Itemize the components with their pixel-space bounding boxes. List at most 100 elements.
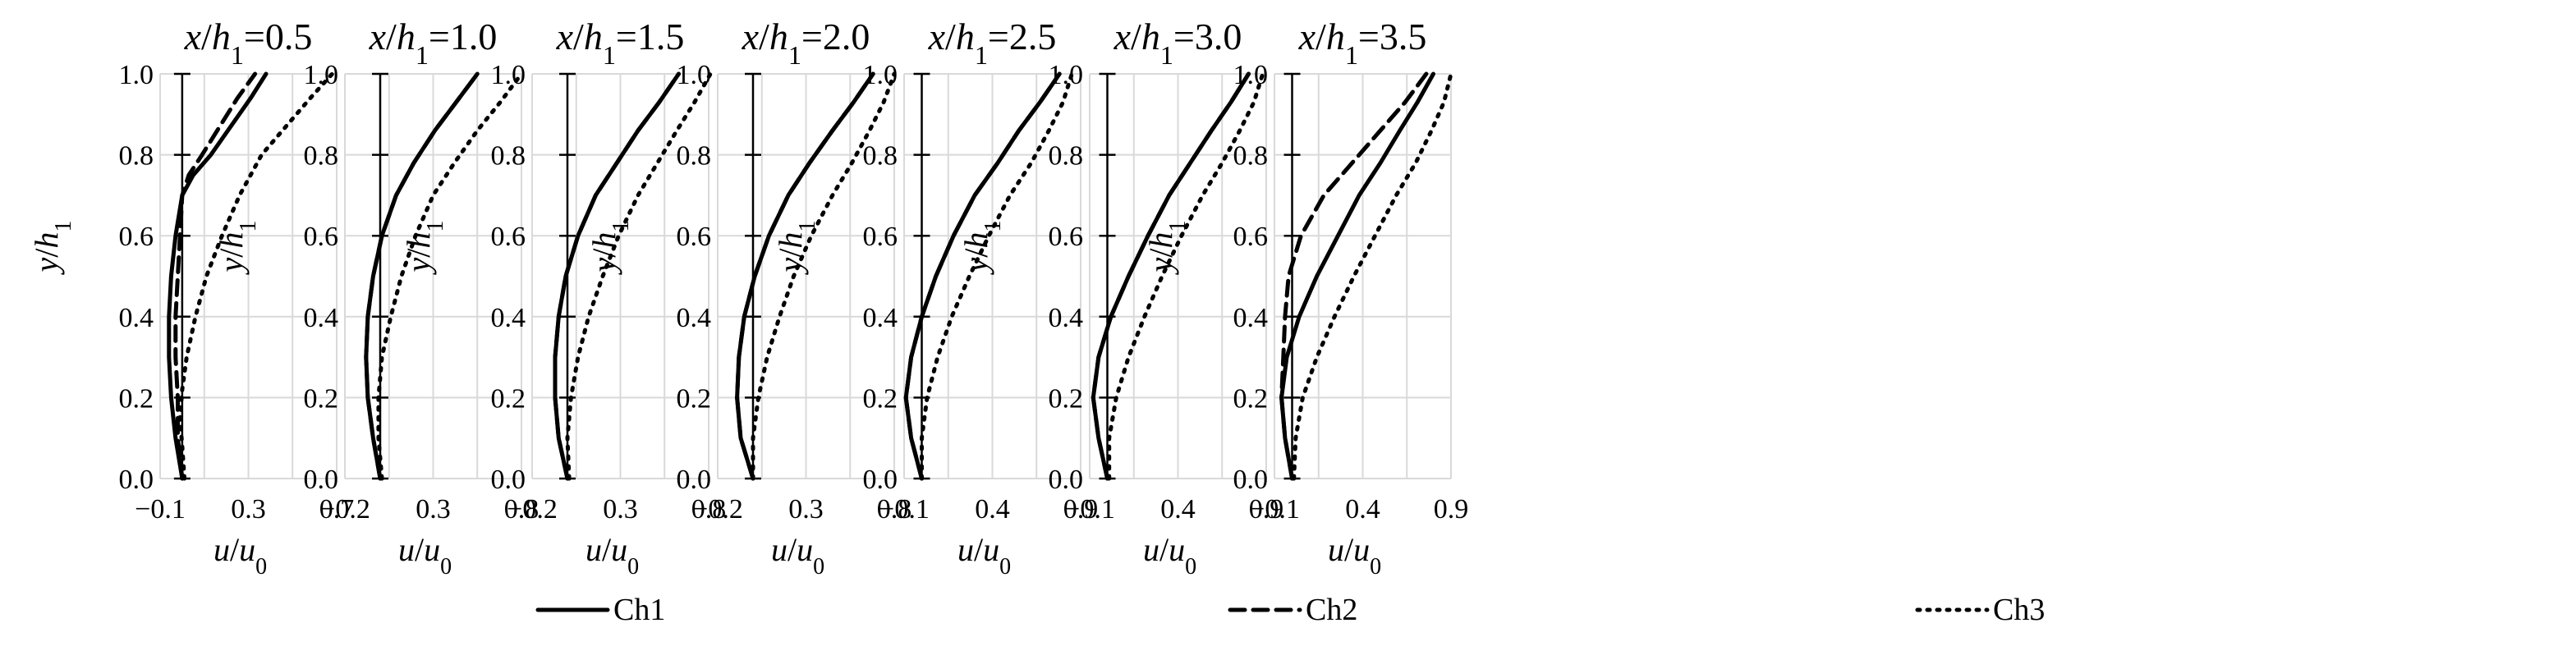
y-tick-label: 0.8 xyxy=(491,141,526,172)
panel-2: 0.0 0.2 0.4 0.6 0.8 1.0 −0.2 0.3 0.8 x/h1=1.0 u/u0… xyxy=(213,16,539,580)
y-tick-label: 0.0 xyxy=(677,465,712,495)
x-tick-label: −0.2 xyxy=(319,494,370,525)
panel-title: x/h1=3.0 xyxy=(1114,16,1242,70)
series-ch1 xyxy=(167,71,269,481)
series-ch2 xyxy=(364,71,480,481)
legend-item-ch2: Ch2 xyxy=(1228,593,1357,627)
y-tick-label: 0.2 xyxy=(677,383,712,414)
y-tick-label: 0.0 xyxy=(1233,465,1269,495)
legend-label: Ch2 xyxy=(1306,593,1357,627)
panel-title: x/h1=3.5 xyxy=(1298,16,1427,70)
y-tick-label: 0.8 xyxy=(1233,141,1269,172)
y-tick-label: 1.0 xyxy=(304,60,339,90)
y-axis-label: y/h1 xyxy=(400,221,448,276)
panel-6: 0.0 0.2 0.4 0.6 0.8 1.0 −0.1 0.4 0.9 x/h1=3.0 u/u0… xyxy=(957,16,1283,580)
y-tick-label: 1.0 xyxy=(1049,60,1084,90)
legend-label: Ch1 xyxy=(613,593,665,627)
x-tick-label: 0.3 xyxy=(416,494,451,525)
series-ch2 xyxy=(1279,71,1429,481)
y-tick-label: 0.4 xyxy=(304,303,339,333)
panel-3: 0.0 0.2 0.4 0.6 0.8 1.0 −0.2 0.3 0.8 x/h1=1.5 u/u0… xyxy=(400,16,726,580)
series-ch1 xyxy=(553,71,681,481)
x-axis-label: u/u0 xyxy=(214,531,267,580)
panels: 0.0 0.2 0.4 0.6 0.8 1.0 −0.1 0.3 0.7 x/h1=0.5 u/u0… xyxy=(28,16,1468,580)
y-tick-label: 0.4 xyxy=(119,303,154,333)
x-tick-label: 0.3 xyxy=(231,494,266,525)
x-axis-label: u/u0 xyxy=(1143,531,1196,580)
series-ch2 xyxy=(735,71,875,481)
y-tick-label: 1.0 xyxy=(1233,60,1269,90)
y-tick-label: 0.2 xyxy=(491,383,526,414)
y-axis-label: y/h1 xyxy=(213,221,261,276)
y-tick-label: 0.6 xyxy=(304,222,339,252)
x-tick-label: −0.1 xyxy=(1064,494,1115,525)
y-tick-label: 1.0 xyxy=(677,60,712,90)
y-tick-label: 1.0 xyxy=(863,60,898,90)
x-tick-label: 0.9 xyxy=(1063,494,1099,525)
y-tick-label: 0.4 xyxy=(1049,303,1084,333)
y-axis-label: y/h1 xyxy=(957,221,1006,276)
x-tick-label: 0.3 xyxy=(603,494,638,525)
panel-4: 0.0 0.2 0.4 0.6 0.8 1.0 −0.2 0.3 0.8 x/h1=2.0 u/u0… xyxy=(585,16,911,580)
y-tick-label: 0.4 xyxy=(491,303,526,333)
series-ch2 xyxy=(553,71,681,481)
y-tick-label: 0.6 xyxy=(491,222,526,252)
y-tick-label: 0.0 xyxy=(863,465,898,495)
panel-title: x/h1=1.0 xyxy=(369,16,498,70)
x-tick-label: 0.4 xyxy=(975,494,1010,525)
y-axis-label: y/h1 xyxy=(1142,221,1191,276)
series-ch3 xyxy=(565,71,713,481)
series-ch3 xyxy=(1107,71,1265,481)
series-ch3 xyxy=(177,71,335,481)
series-ch1 xyxy=(1091,71,1251,481)
legend-item-ch3: Ch3 xyxy=(1915,593,2045,627)
x-tick-label: −0.1 xyxy=(1249,494,1300,525)
y-tick-label: 0.4 xyxy=(863,303,898,333)
x-axis-label: u/u0 xyxy=(398,531,452,580)
y-axis-label: y/h1 xyxy=(28,221,76,276)
x-tick-label: 0.8 xyxy=(877,494,912,525)
y-tick-label: 0.6 xyxy=(677,222,712,252)
series-ch1 xyxy=(364,71,480,481)
panel-title: x/h1=2.0 xyxy=(742,16,870,70)
y-tick-label: 0.8 xyxy=(119,141,154,172)
x-tick-label: 0.4 xyxy=(1160,494,1196,525)
y-tick-label: 0.2 xyxy=(304,383,339,414)
x-tick-label: 0.7 xyxy=(319,494,355,525)
y-tick-label: 0.2 xyxy=(119,383,154,414)
x-tick-label: 0.9 xyxy=(1434,494,1469,525)
y-tick-label: 0.8 xyxy=(1049,141,1084,172)
y-axis-label: y/h1 xyxy=(585,221,634,276)
series-ch3 xyxy=(1292,71,1453,481)
panel-5: 0.0 0.2 0.4 0.6 0.8 1.0 −0.1 0.4 0.9 x/h1=2.5 u/u0… xyxy=(772,16,1098,580)
x-tick-label: −0.2 xyxy=(507,494,558,525)
y-tick-label: 0.8 xyxy=(304,141,339,172)
x-tick-label: 0.8 xyxy=(691,494,727,525)
panel-title: x/h1=2.5 xyxy=(928,16,1057,70)
x-tick-label: −0.1 xyxy=(879,494,930,525)
y-tick-label: 0.0 xyxy=(304,465,339,495)
y-tick-label: 0.0 xyxy=(1049,465,1084,495)
y-tick-label: 1.0 xyxy=(491,60,526,90)
y-tick-label: 0.6 xyxy=(119,222,154,252)
legend-item-ch1: Ch1 xyxy=(535,593,665,627)
y-tick-label: 0.2 xyxy=(863,383,898,414)
y-tick-label: 1.0 xyxy=(119,60,154,90)
series-ch1 xyxy=(1279,71,1435,481)
y-tick-label: 0.4 xyxy=(677,303,712,333)
legend: Ch1 Ch2 Ch3 xyxy=(535,593,2045,627)
y-tick-label: 0.4 xyxy=(1233,303,1269,333)
x-axis-label: u/u0 xyxy=(771,531,824,580)
y-tick-label: 0.2 xyxy=(1049,383,1084,414)
y-tick-label: 0.6 xyxy=(1233,222,1269,252)
series-ch3 xyxy=(920,71,1074,481)
panel-title: x/h1=1.5 xyxy=(556,16,685,70)
x-tick-label: −0.1 xyxy=(135,494,186,525)
y-axis-label: y/h1 xyxy=(772,221,820,276)
x-axis-label: u/u0 xyxy=(585,531,639,580)
y-tick-label: 0.0 xyxy=(491,465,526,495)
x-tick-label: 0.9 xyxy=(1249,494,1284,525)
y-tick-label: 0.6 xyxy=(863,222,898,252)
legend-label: Ch3 xyxy=(1993,593,2045,627)
